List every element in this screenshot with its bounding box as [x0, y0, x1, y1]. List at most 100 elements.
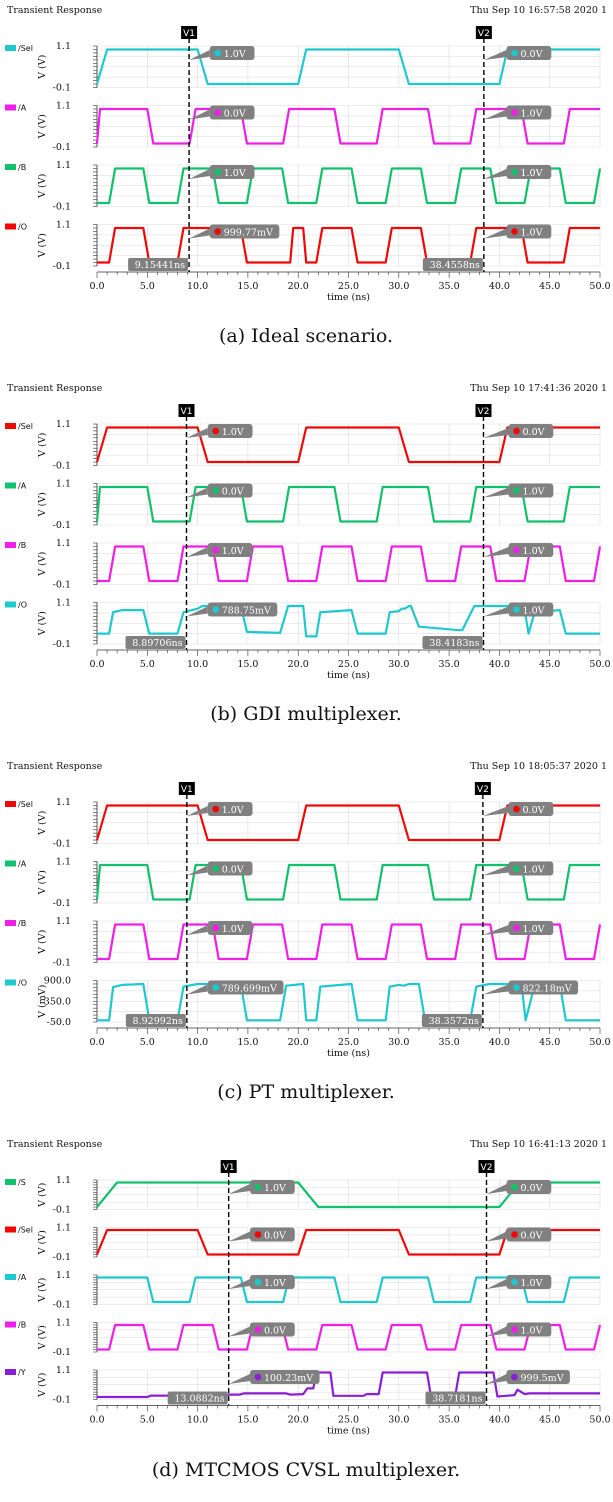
y-tick-label: -0.1 [53, 202, 71, 213]
marker-badge [209, 105, 255, 120]
marker-dot [212, 805, 220, 813]
legend-label: /B [18, 919, 26, 928]
marker-dot [214, 228, 222, 235]
marker-badge [506, 224, 552, 239]
x-tick-label: 30.0 [388, 1415, 409, 1426]
marker-badge [506, 1370, 570, 1384]
marker-dot [513, 546, 520, 554]
marker-dot [212, 487, 220, 494]
x-tick-label: 45.0 [539, 659, 560, 670]
x-tick-label: 5.0 [140, 1415, 155, 1426]
marker-dot [511, 1231, 518, 1238]
cursor-tag [178, 404, 195, 417]
marker-value: 0.0V [224, 109, 246, 120]
marker-value: 0.0V [523, 427, 545, 438]
x-tick-label: 10.0 [187, 281, 208, 292]
timestamp: Thu Sep 10 16:57:58 2020 1 [470, 5, 607, 16]
marker-value: 1.0V [222, 427, 244, 438]
marker-value: 1.0V [520, 109, 542, 120]
y-tick-label: -0.1 [53, 1347, 71, 1358]
marker-pointer [486, 1231, 507, 1242]
marker-badge [207, 802, 253, 816]
marker-badge [209, 46, 255, 60]
x-tick-label: 35.0 [439, 1037, 460, 1048]
cursor-time-label: 8.92992ns [133, 1016, 183, 1027]
marker-badge [508, 921, 554, 935]
marker-badge [207, 483, 253, 498]
legend-swatch [5, 920, 16, 926]
marker-badge [508, 543, 554, 557]
marker-dot [214, 109, 222, 116]
marker-pointer [186, 428, 208, 438]
marker-badge [506, 1275, 552, 1289]
marker-badge [506, 46, 552, 60]
marker-badge [207, 602, 278, 617]
y-axis-label: V (V) [37, 174, 48, 199]
marker-pointer [189, 50, 210, 60]
y-tick-label: 1.1 [56, 101, 71, 112]
marker-dot [511, 49, 518, 57]
marker-pointer [189, 228, 210, 239]
figure-caption: (b) GDI multiplexer. [210, 703, 402, 725]
y-tick-label: -0.1 [53, 958, 71, 969]
legend-swatch [5, 979, 16, 986]
panel-title: Transient Response [7, 1139, 103, 1150]
y-tick-label: -0.1 [53, 261, 71, 272]
waveform-sel [95, 804, 600, 842]
legend-label: /Sel [18, 422, 33, 431]
marker-badge [249, 1180, 295, 1194]
legend-swatch [5, 104, 16, 111]
marker-dot [511, 1183, 518, 1191]
marker-value: 999.77mV [224, 228, 273, 239]
marker-value: 0.0V [264, 1231, 286, 1242]
legend-swatch [5, 1321, 16, 1328]
marker-badge [249, 1370, 320, 1384]
marker-dot [513, 805, 520, 813]
cursor-time-badge [422, 258, 483, 271]
legend-label: /O [18, 601, 27, 610]
marker-pointer [483, 169, 507, 179]
waveform-sel [95, 426, 600, 464]
x-tick-label: 45.0 [539, 1415, 560, 1426]
marker-pointer [228, 1326, 250, 1337]
marker-value: 0.0V [523, 805, 545, 816]
x-tick-label: 15.0 [237, 1415, 258, 1426]
y-axis-label: V (V) [37, 1373, 48, 1398]
figure-caption: (c) PT multiplexer. [217, 1081, 395, 1103]
x-tick-label: 5.0 [140, 281, 155, 292]
y-axis-label: V (V) [37, 55, 48, 80]
legend-swatch [5, 1274, 16, 1280]
y-axis-label: V (V) [37, 233, 48, 258]
y-tick-label: -0.1 [53, 1205, 71, 1216]
marker-value: 1.0V [523, 487, 545, 498]
marker-pointer [186, 487, 208, 498]
marker-pointer [486, 1326, 507, 1337]
x-tick-label: 40.0 [489, 1415, 510, 1426]
marker-dot [511, 1278, 518, 1286]
marker-badge [209, 224, 280, 239]
waveform-a [95, 863, 600, 901]
marker-value: 1.0V [222, 546, 244, 557]
marker-dot [511, 1373, 518, 1381]
x-axis-label: time (ns) [327, 1426, 370, 1437]
panel-title: Transient Response [7, 383, 103, 394]
cursor-v1-label: V1 [223, 1163, 235, 1173]
marker-dot [513, 865, 520, 872]
y-tick-label: -50.0 [47, 1017, 71, 1028]
marker-dot [513, 984, 520, 991]
legend-label: /A [18, 860, 27, 869]
waveform-sel [95, 1228, 600, 1256]
panel-d: Transient Response Thu Sep 10 16:41:13 20… [5, 1139, 611, 1481]
marker-pointer [482, 865, 509, 876]
marker-pointer [483, 428, 509, 438]
cursor-tag [475, 26, 492, 39]
cursor-tag [220, 1160, 237, 1173]
y-tick-label: 1.1 [56, 1365, 71, 1376]
marker-pointer [486, 1374, 507, 1384]
x-tick-label: 20.0 [288, 659, 309, 670]
marker-value: 1.0V [523, 546, 545, 557]
y-tick-label: 900.0 [44, 976, 71, 987]
x-tick-label: 35.0 [439, 281, 460, 292]
x-tick-label: 25.0 [338, 1037, 359, 1048]
